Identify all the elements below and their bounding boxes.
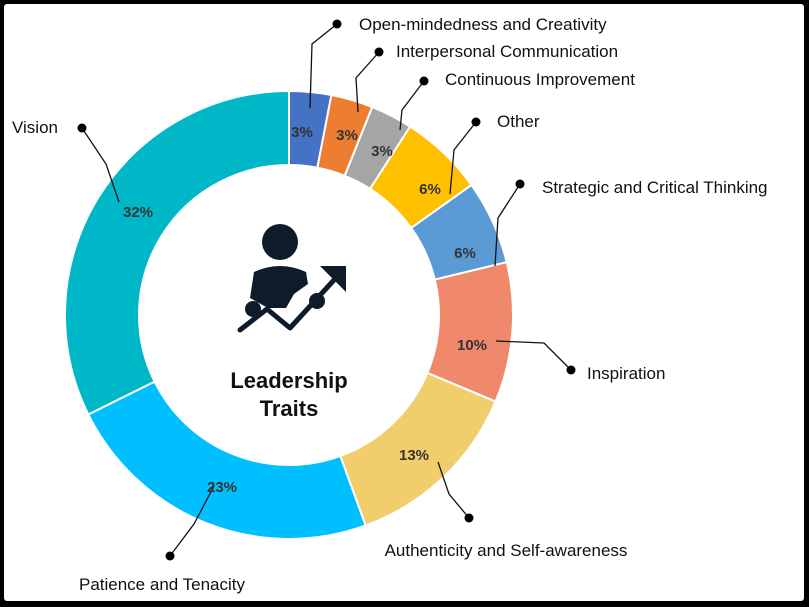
percent-label-authenticity-and-self-awareness: 13% bbox=[399, 447, 429, 464]
leader-dot-strategic-and-critical-thinking bbox=[515, 179, 525, 189]
percent-labels: 3% 3% 3% 6% 6% 10% 13% 23% 32% bbox=[123, 124, 487, 496]
leader-line-inspiration bbox=[495, 340, 572, 371]
center: Leadership Traits bbox=[230, 224, 348, 421]
category-label-open-mindedness-and-creativity: Open-mindedness and Creativity bbox=[359, 15, 607, 34]
percent-label-open-mindedness-and-creativity: 3% bbox=[291, 124, 313, 141]
center-title-line-2: Traits bbox=[260, 396, 319, 421]
leader-dot-inspiration bbox=[566, 365, 576, 375]
leader-dot-open-mindedness-and-creativity bbox=[332, 19, 342, 29]
slice-patience-and-tenacity bbox=[86, 380, 367, 540]
leader-line-continuous-improvement bbox=[399, 80, 425, 131]
leader-dot-interpersonal-communication bbox=[374, 47, 384, 57]
percent-label-patience-and-tenacity: 23% bbox=[207, 479, 237, 496]
category-label-inspiration: Inspiration bbox=[587, 364, 665, 383]
chart-frame: 3% 3% 3% 6% 6% 10% 13% 23% 32% Open-mindedness a… bbox=[4, 4, 804, 601]
percent-label-strategic-and-critical-thinking: 6% bbox=[454, 245, 476, 262]
leader-growth-icon bbox=[237, 224, 346, 333]
category-label-strategic-and-critical-thinking: Strategic and Critical Thinking bbox=[542, 178, 768, 197]
slices bbox=[64, 89, 514, 540]
leader-dot-authenticity-and-self-awareness bbox=[464, 513, 474, 523]
leader-dot-continuous-improvement bbox=[419, 76, 429, 86]
leader-dot-vision bbox=[77, 123, 87, 133]
percent-label-other: 6% bbox=[419, 181, 441, 198]
donut-chart: 3% 3% 3% 6% 6% 10% 13% 23% 32% Open-mindedness a… bbox=[12, 15, 768, 594]
leader-line-other bbox=[449, 121, 477, 195]
center-title-line-1: Leadership bbox=[230, 368, 347, 393]
percent-label-inspiration: 10% bbox=[457, 337, 487, 354]
leader-dot-other bbox=[471, 117, 481, 127]
percent-label-interpersonal-communication: 3% bbox=[336, 127, 358, 144]
category-label-continuous-improvement: Continuous Improvement bbox=[445, 70, 635, 89]
percent-label-continuous-improvement: 3% bbox=[371, 143, 393, 160]
leader-line-vision bbox=[81, 127, 120, 203]
leader-line-interpersonal-communication bbox=[355, 51, 380, 113]
leader-dot-patience-and-tenacity bbox=[165, 551, 175, 561]
category-labels: Open-mindedness and Creativity Interperso… bbox=[12, 15, 768, 594]
slice-vision bbox=[64, 89, 290, 416]
category-label-interpersonal-communication: Interpersonal Communication bbox=[396, 42, 618, 61]
category-label-patience-and-tenacity: Patience and Tenacity bbox=[79, 575, 246, 594]
category-label-vision: Vision bbox=[12, 118, 58, 137]
percent-label-vision: 32% bbox=[123, 204, 153, 221]
leader-line-patience-and-tenacity bbox=[169, 485, 215, 557]
category-label-other: Other bbox=[497, 112, 540, 131]
leader-line-authenticity-and-self-awareness bbox=[437, 461, 470, 519]
leader-lines bbox=[77, 19, 576, 561]
leader-line-strategic-and-critical-thinking bbox=[494, 183, 521, 267]
leader-line-open-mindedness-and-creativity bbox=[309, 23, 338, 109]
category-label-authenticity-and-self-awareness: Authenticity and Self-awareness bbox=[385, 541, 628, 560]
